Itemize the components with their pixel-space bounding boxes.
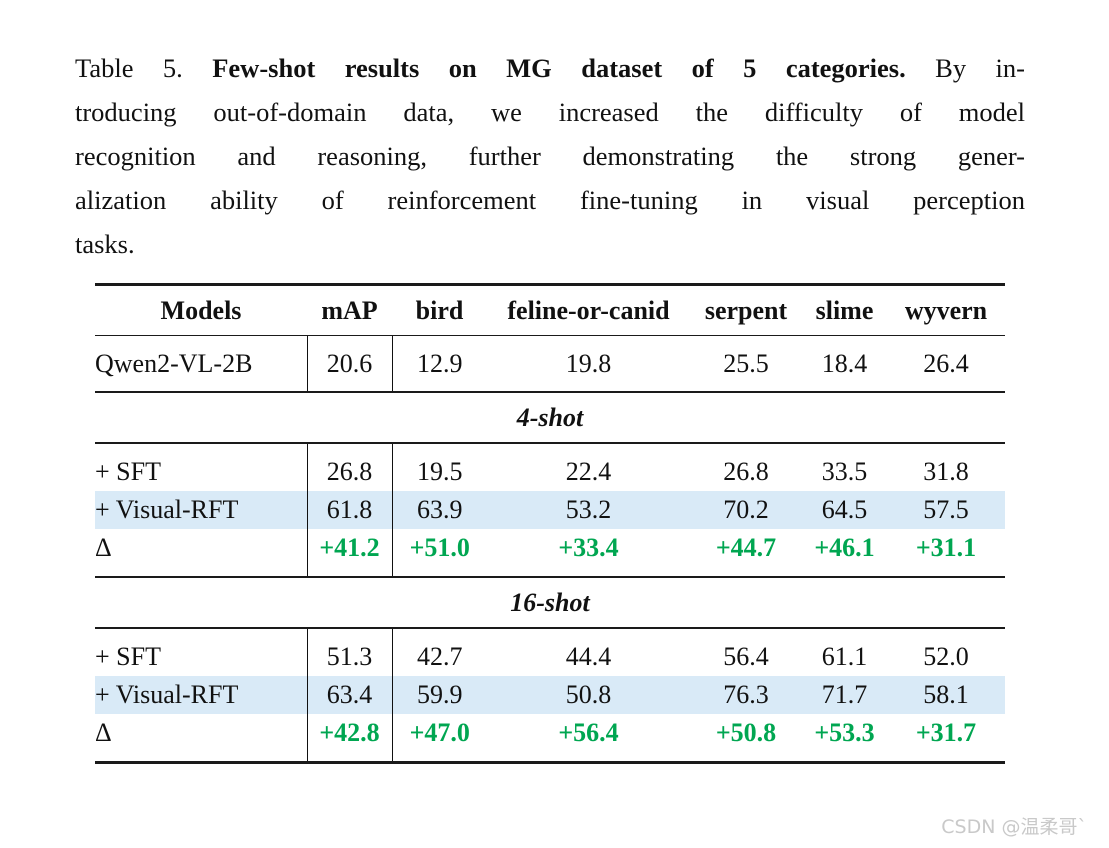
table-row-sft: + SFT 26.8 19.5 22.4 26.8 33.5 31.8 <box>95 443 1005 491</box>
caption-text: By in- <box>905 53 1025 83</box>
section-banner-16-shot: 16-shot <box>95 576 1005 629</box>
table-row-sft: + SFT 51.3 42.7 44.4 56.4 61.1 52.0 <box>95 628 1005 676</box>
delta-value-cell: +51.0 <box>409 533 470 562</box>
value-cell: 44.4 <box>565 642 612 671</box>
value-cell: 59.9 <box>392 676 487 714</box>
delta-symbol-cell: Δ <box>95 714 308 763</box>
col-header-models: Models <box>95 284 307 336</box>
value-cell: 57.5 <box>887 491 1005 529</box>
section-banner-4-shot: 4-shot <box>95 391 1005 444</box>
value-cell: 51.3 <box>307 628 393 676</box>
col-header-serpent: serpent <box>690 284 802 336</box>
value-cell: 50.8 <box>487 676 690 714</box>
delta-value-cell: +50.8 <box>715 718 777 747</box>
value-cell: 58.1 <box>887 676 1005 714</box>
value-cell: 26.4 <box>923 348 969 378</box>
caption-line: tasks. <box>75 229 135 259</box>
delta-value-cell: +53.3 <box>814 718 875 747</box>
table-row-delta: Δ +42.8 +47.0 +56.4 +50.8 +53.3 +31.7 <box>95 714 1005 763</box>
caption-bold-title: Few-shot results on MG dataset of 5 cate… <box>212 53 906 83</box>
value-cell: 42.7 <box>417 642 463 671</box>
caption-line: alization ability of reinforcement fine-… <box>75 185 1025 215</box>
col-header-map: mAP <box>307 284 392 336</box>
value-cell: 61.1 <box>821 642 868 671</box>
value-cell: 26.8 <box>723 457 769 486</box>
value-cell: 61.8 <box>307 491 393 529</box>
value-cell: 63.9 <box>392 491 487 529</box>
table-caption: Table 5. Few-shot results on MG dataset … <box>75 46 1025 266</box>
table-row-visual-rft: + Visual-RFT 63.4 59.9 50.8 76.3 71.7 58… <box>95 676 1005 714</box>
col-header-bird: bird <box>392 284 487 336</box>
model-cell: Qwen2-VL-2B <box>95 335 308 392</box>
col-header-feline-or-canid: feline-or-canid <box>487 284 690 336</box>
value-cell: 12.9 <box>417 348 463 378</box>
delta-value-cell: +41.2 <box>307 529 393 577</box>
value-cell: 19.8 <box>565 348 612 378</box>
value-cell: 31.8 <box>923 457 969 486</box>
model-cell: + Visual-RFT <box>95 491 308 529</box>
value-cell: 56.4 <box>723 642 769 671</box>
value-cell: 25.5 <box>723 348 769 378</box>
value-cell: 26.8 <box>307 443 393 491</box>
model-cell: + SFT <box>95 443 308 491</box>
delta-value-cell: +31.1 <box>915 533 977 562</box>
delta-value-cell: +42.8 <box>307 714 393 763</box>
section-title: 16-shot <box>95 576 1005 629</box>
results-table: Models mAP bird feline-or-canid serpent … <box>95 283 1005 764</box>
value-cell: 53.2 <box>487 491 690 529</box>
delta-value-cell: +47.0 <box>409 718 470 747</box>
model-cell: + Visual-RFT <box>95 676 308 714</box>
delta-value-cell: +31.7 <box>915 718 977 747</box>
delta-value-cell: +44.7 <box>715 533 777 562</box>
table-row-delta: Δ +41.2 +51.0 +33.4 +44.7 +46.1 +31.1 <box>95 529 1005 577</box>
value-cell: 33.5 <box>821 457 868 486</box>
value-cell: 19.5 <box>417 457 463 486</box>
value-cell: 18.4 <box>821 348 868 378</box>
value-cell: 22.4 <box>565 457 612 486</box>
delta-value-cell: +46.1 <box>814 533 875 562</box>
table-row-qwen2-vl-2b: Qwen2-VL-2B 20.6 12.9 19.8 25.5 18.4 26.… <box>95 335 1005 392</box>
delta-value-cell: +56.4 <box>558 718 619 747</box>
model-cell: + SFT <box>95 628 308 676</box>
value-cell: 71.7 <box>802 676 887 714</box>
table-row-visual-rft: + Visual-RFT 61.8 63.9 53.2 70.2 64.5 57… <box>95 491 1005 529</box>
value-cell: 20.6 <box>307 335 393 392</box>
col-header-slime: slime <box>802 284 887 336</box>
caption-line: troducing out-of-domain data, we increas… <box>75 97 1025 127</box>
value-cell: 64.5 <box>802 491 887 529</box>
caption-line: recognition and reasoning, further demon… <box>75 141 1025 171</box>
col-header-wyvern: wyvern <box>887 284 1005 336</box>
results-table-wrapper: Models mAP bird feline-or-canid serpent … <box>95 283 1005 764</box>
caption-line: Table 5. Few-shot results on MG dataset … <box>75 46 1025 90</box>
value-cell: 70.2 <box>690 491 802 529</box>
value-cell: 76.3 <box>690 676 802 714</box>
header-row: Models mAP bird feline-or-canid serpent … <box>95 284 1005 336</box>
delta-value-cell: +33.4 <box>558 533 619 562</box>
value-cell: 52.0 <box>923 642 969 671</box>
csdn-watermark: CSDN @温柔哥` <box>941 816 1087 838</box>
section-title: 4-shot <box>95 391 1005 444</box>
value-cell: 63.4 <box>307 676 393 714</box>
delta-symbol-cell: Δ <box>95 529 308 577</box>
caption-prefix: Table 5. <box>75 53 213 83</box>
